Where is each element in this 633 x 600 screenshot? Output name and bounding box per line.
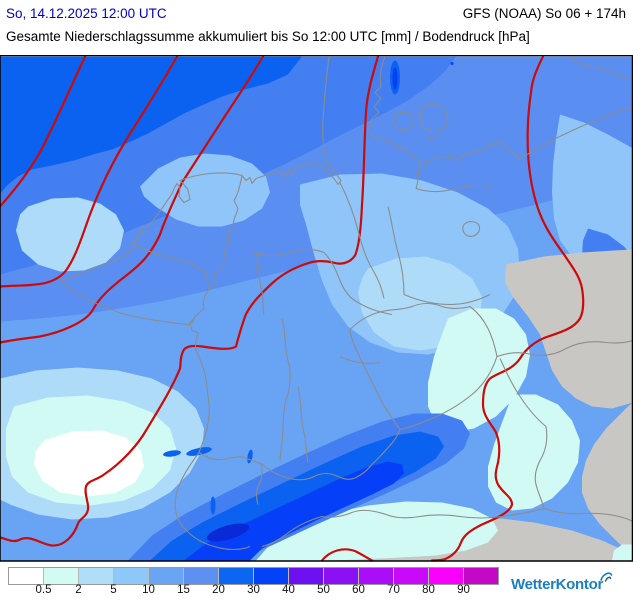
precip-fill-layer [0, 56, 633, 561]
header-row: So, 14.12.2025 12:00 UTC GFS (NOAA) So 0… [6, 6, 626, 24]
country-border [534, 426, 548, 509]
state-border [357, 302, 393, 316]
country-border [499, 358, 547, 427]
legend-swatch-7 [254, 568, 289, 584]
country-border [371, 429, 401, 465]
legend-swatch-9 [324, 568, 359, 584]
legend-ticks: 0.5 2 5 10 15 20 30 40 50 60 70 80 90 [26, 584, 516, 598]
country-border [260, 463, 373, 481]
legend-tick-5: 5 [110, 584, 117, 596]
isobar-line [0, 55, 265, 344]
legend-swatch-4 [149, 568, 184, 584]
brand-logo: WetterKontor [511, 572, 613, 593]
isobar-line [0, 55, 87, 208]
country-border [61, 282, 195, 326]
legend-swatch-8 [289, 568, 324, 584]
country-border [137, 246, 209, 291]
legend-tick-10: 10 [142, 584, 155, 596]
country-border [261, 507, 545, 548]
country-border [255, 463, 263, 505]
border-layer [59, 56, 633, 551]
legend-tick-40: 40 [282, 584, 295, 596]
state-border [427, 137, 441, 141]
legend-tick-60: 60 [352, 584, 365, 596]
legend-swatch-5 [184, 568, 219, 584]
island-zealand [419, 103, 448, 133]
state-border [339, 182, 385, 299]
country-border [198, 452, 262, 465]
legend-swatch-13 [464, 568, 498, 584]
state-border [279, 318, 291, 461]
country-border [207, 175, 243, 291]
weather-map [0, 55, 633, 562]
state-border [415, 184, 491, 193]
state-border [255, 252, 265, 315]
legend-swatch-12 [429, 568, 464, 584]
legend-tick-70: 70 [387, 584, 400, 596]
country-border [543, 507, 633, 522]
legend-swatch-1 [44, 568, 79, 584]
state-border [403, 293, 491, 306]
legend-tick-2: 2 [75, 584, 82, 596]
legend-swatch-6 [219, 568, 254, 584]
isobar-layer [0, 55, 585, 562]
legend-tick-15: 15 [177, 584, 190, 596]
map-title: Gesamte Niederschlagssumme akkumuliert b… [6, 29, 530, 44]
country-border [496, 339, 633, 358]
state-border [415, 160, 421, 189]
isobar-line [0, 55, 380, 547]
deep-band-northwest [0, 56, 302, 194]
legend-tick-90: 90 [457, 584, 470, 596]
state-border [251, 248, 325, 257]
dry-spot-southwest [34, 430, 144, 497]
model-run-label: GFS (NOAA) So 06 + 174h [462, 6, 626, 21]
legend-swatch-3 [114, 568, 149, 584]
coastline [369, 56, 633, 168]
state-border [323, 252, 359, 303]
island-funen [393, 111, 415, 132]
brand-logo-text: WetterKontor [511, 576, 603, 593]
country-border-czech [349, 302, 498, 431]
coastline-sweden [569, 56, 633, 81]
legend-tick-20: 20 [212, 584, 225, 596]
isobar-line [430, 55, 585, 562]
legend-swatch-2 [79, 568, 114, 584]
map-datetime: So, 14.12.2025 12:00 UTC [6, 6, 167, 21]
wind-swirl-icon [599, 569, 613, 586]
legend-swatch-0 [9, 568, 44, 584]
legend-tick-50: 50 [317, 584, 330, 596]
alps-precip-maximum [206, 523, 250, 542]
country-border [174, 452, 251, 551]
legend-swatch-10 [359, 568, 394, 584]
legend-tick-30: 30 [247, 584, 260, 596]
legend-swatch-11 [394, 568, 429, 584]
coastline [59, 56, 342, 283]
precipitation-pressure-map [0, 55, 633, 562]
legend-swatches [8, 567, 499, 585]
isobar-line [320, 548, 374, 562]
legend-tick-80: 80 [422, 584, 435, 596]
state-border [297, 386, 309, 463]
state-border [339, 356, 381, 364]
isobar-line [0, 55, 179, 288]
country-border [189, 290, 210, 453]
state-border [387, 206, 405, 295]
state-border-berlin [462, 221, 481, 238]
legend-tick-0.5: 0.5 [35, 584, 52, 596]
